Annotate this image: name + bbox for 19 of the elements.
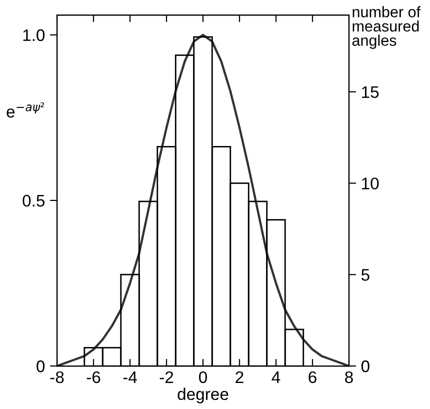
- x-tick-label: 2: [236, 371, 244, 383]
- y2-tick-label: 10: [362, 178, 379, 190]
- y2-tick-label: 15: [362, 86, 379, 98]
- x-tick-label: 6: [308, 371, 316, 384]
- x-tick-label: 4: [272, 371, 280, 383]
- y2-tick-label: 5: [361, 269, 370, 281]
- x-tick-label: -4: [123, 371, 137, 383]
- x-tick-label: -2: [160, 371, 174, 383]
- x-tick-label: 0: [199, 371, 207, 384]
- x-tick-label: 8: [345, 371, 353, 384]
- x-tick-label: -8: [50, 371, 64, 384]
- x-axis-title: degree: [178, 388, 228, 404]
- y-axis-title: e$^{−aψ²}$: [6, 102, 44, 118]
- y-tick-label: 0: [36, 360, 45, 372]
- y-tick-label: 1.0: [23, 29, 45, 42]
- y2-tick-label: 0: [361, 360, 370, 372]
- y2-axis-title: number of measured angles: [352, 6, 421, 49]
- x-tick-label: -6: [86, 371, 100, 384]
- y-tick-label: 0.5: [22, 194, 45, 207]
